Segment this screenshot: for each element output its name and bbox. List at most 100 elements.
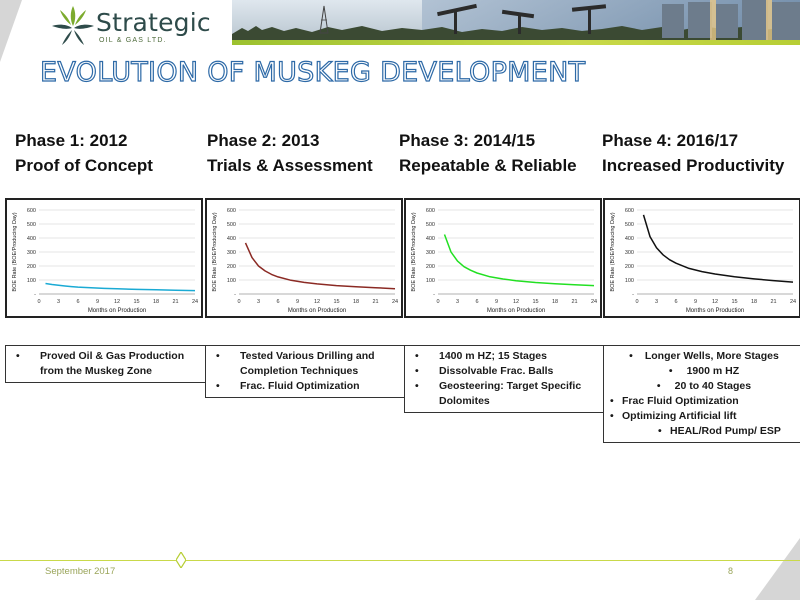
x-tick-label: 3 (456, 299, 459, 305)
phase-4-heading: Phase 4: 2016/17 Increased Productivity (602, 128, 800, 178)
phase-subtitle: Trials & Assessment (207, 156, 373, 175)
x-axis-label: Months on Production (487, 308, 545, 314)
phase-4-bullets: Longer Wells, More Stages1900 m HZ20 to … (603, 345, 800, 443)
logo-name: Strategic (96, 8, 211, 37)
logo-subtitle: OIL & GAS LTD. (99, 37, 167, 44)
footer-divider (0, 560, 800, 561)
x-axis-label: Months on Production (288, 308, 346, 314)
bullet-item: Frac Fluid Optimization (608, 394, 800, 409)
phase-subtitle: Proof of Concept (15, 156, 153, 175)
x-tick-label: 18 (153, 299, 159, 305)
x-tick-label: 6 (76, 299, 79, 305)
x-tick-label: 9 (694, 299, 697, 305)
phase-3-chart: 100 200 300 400 500 600 -0 3 6 9 12 15 18 21 24 Months … (404, 198, 602, 318)
x-tick-label: 18 (751, 299, 757, 305)
y-tick-label: 400 (227, 236, 236, 242)
x-tick-label: 24 (790, 299, 796, 305)
bullet-item: Dissolvable Frac. Balls (409, 364, 601, 379)
bullet-item: Frac. Fluid Optimization (210, 379, 402, 394)
x-axis-label: Months on Production (686, 308, 744, 314)
y-tick-label: 200 (27, 264, 36, 270)
page-number: 8 (728, 566, 734, 576)
production-chart: 100 200 300 400 500 600 -0 3 6 9 12 15 18 21 24 Months … (411, 208, 597, 314)
y-tick-label: 300 (426, 250, 435, 256)
phase-2-bullets: Tested Various Drilling and Completion T… (205, 345, 407, 398)
bullet-item: Longer Wells, More Stages (608, 349, 800, 364)
y-tick-label: 400 (625, 236, 634, 242)
y-tick-label: 100 (227, 278, 236, 284)
y-tick-label: 600 (426, 208, 435, 214)
footer-date: September 2017 (45, 566, 116, 577)
x-tick-label: 15 (731, 299, 737, 305)
phase-4-chart: 100 200 300 400 500 600 -0 3 6 9 12 15 18 21 24 Months … (603, 198, 800, 318)
bullet-item: 20 to 40 Stages (608, 379, 800, 394)
x-tick-label: 9 (96, 299, 99, 305)
x-tick-label: 3 (655, 299, 658, 305)
y-tick-label: - (632, 292, 634, 298)
x-tick-label: 15 (532, 299, 538, 305)
y-tick-label: 500 (227, 222, 236, 228)
logo-mark-icon (52, 6, 94, 45)
y-tick-label: 600 (227, 208, 236, 214)
x-tick-label: 21 (372, 299, 378, 305)
x-tick-label: 15 (133, 299, 139, 305)
y-axis-label: BOE Rate (BOE/Producing Day) (12, 212, 18, 291)
y-tick-label: - (433, 292, 435, 298)
x-tick-label: 24 (591, 299, 597, 305)
decline-curve-line (244, 242, 396, 290)
phase-2-chart: 100 200 300 400 500 600 -0 3 6 9 12 15 18 21 24 Months … (205, 198, 403, 318)
phase-2-heading: Phase 2: 2013 Trials & Assessment (207, 128, 407, 178)
bullet-item: 1900 m HZ (608, 364, 800, 379)
footer-diamond-icon (176, 552, 186, 568)
decline-curve-line (642, 214, 794, 283)
y-tick-label: 100 (625, 278, 634, 284)
phase-subtitle: Repeatable & Reliable (399, 156, 577, 175)
x-tick-label: 12 (114, 299, 120, 305)
x-tick-label: 12 (513, 299, 519, 305)
y-tick-label: 200 (625, 264, 634, 270)
y-tick-label: 300 (227, 250, 236, 256)
x-tick-label: 0 (37, 299, 40, 305)
corner-decoration (755, 538, 800, 600)
y-tick-label: 100 (426, 278, 435, 284)
production-chart: 100 200 300 400 500 600 -0 3 6 9 12 15 18 21 24 Months … (12, 208, 198, 314)
x-tick-label: 9 (495, 299, 498, 305)
y-axis-label: BOE Rate (BOE/Producing Day) (212, 212, 218, 291)
y-tick-label: 600 (27, 208, 36, 214)
y-tick-label: 500 (27, 222, 36, 228)
x-tick-label: 6 (674, 299, 677, 305)
y-tick-label: 300 (625, 250, 634, 256)
bullet-item: HEAL/Rod Pump/ ESP (608, 424, 800, 439)
header-banner-image (232, 0, 800, 40)
y-axis-label: BOE Rate (BOE/Producing Day) (610, 212, 616, 291)
bullet-item: 1400 m HZ; 15 Stages (409, 349, 601, 364)
phase-3-heading: Phase 3: 2014/15 Repeatable & Reliable (399, 128, 599, 178)
production-chart: 100 200 300 400 500 600 -0 3 6 9 12 15 18 21 24 Months … (610, 208, 796, 314)
page-title: EVOLUTION OF MUSKEG DEVELOPMENT (39, 56, 586, 88)
x-tick-label: 6 (475, 299, 478, 305)
phase-subtitle: Increased Productivity (602, 156, 785, 175)
y-tick-label: 500 (625, 222, 634, 228)
bullet-item: Optimizing Artificial lift (608, 409, 800, 424)
y-tick-label: 200 (227, 264, 236, 270)
phase-title: Phase 3: 2014/15 (399, 131, 536, 150)
bullet-item: Tested Various Drilling and Completion T… (210, 349, 402, 379)
y-tick-label: - (234, 292, 236, 298)
x-tick-label: 9 (296, 299, 299, 305)
phase-title: Phase 4: 2016/17 (602, 131, 739, 150)
x-axis-label: Months on Production (88, 308, 146, 314)
phase-3-bullets: 1400 m HZ; 15 StagesDissolvable Frac. Ba… (404, 345, 606, 413)
x-tick-label: 6 (276, 299, 279, 305)
phase-1-chart: 100 200 300 400 500 600 -0 3 6 9 12 15 18 21 24 Months … (5, 198, 203, 318)
x-tick-label: 18 (353, 299, 359, 305)
x-tick-label: 15 (333, 299, 339, 305)
phase-title: Phase 1: 2012 (15, 131, 128, 150)
x-tick-label: 3 (257, 299, 260, 305)
x-tick-label: 12 (314, 299, 320, 305)
x-tick-label: 3 (57, 299, 60, 305)
decline-curve-line (45, 282, 196, 292)
x-tick-label: 24 (192, 299, 198, 305)
y-tick-label: 200 (426, 264, 435, 270)
x-tick-label: 24 (392, 299, 398, 305)
phase-title: Phase 2: 2013 (207, 131, 320, 150)
